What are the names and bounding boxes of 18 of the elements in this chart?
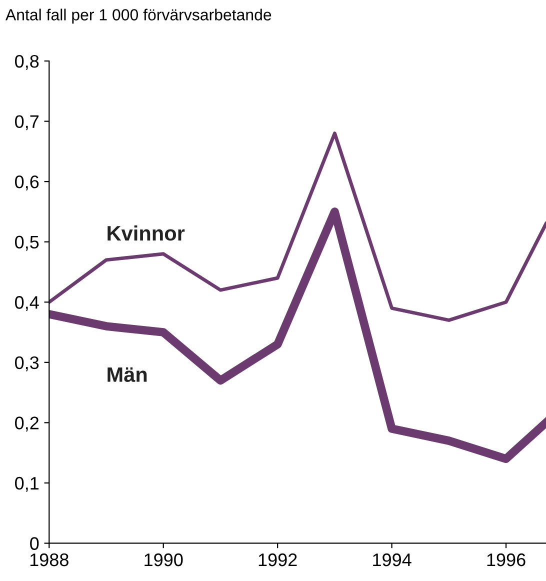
y-tick-label: 0,7 xyxy=(15,115,39,130)
y-tick-label: 0,2 xyxy=(15,416,39,432)
y-tick-label: 0,4 xyxy=(15,296,39,311)
x-tick-label: 1994 xyxy=(373,553,412,566)
y-tick-label: 0,3 xyxy=(15,356,39,372)
y-axis-title: Antal fall per 1 000 förvärvsarbetande xyxy=(5,8,272,24)
y-tick-label: 0,1 xyxy=(15,476,39,492)
series-label: Män xyxy=(108,367,147,382)
y-tick-label: 0,8 xyxy=(15,54,39,70)
y-tick-label: 0,6 xyxy=(15,175,39,190)
x-tick-label: 1990 xyxy=(144,553,183,566)
x-tick-label: 1988 xyxy=(30,553,68,566)
x-tick-label: 1996 xyxy=(487,553,526,566)
line-series xyxy=(49,132,546,322)
y-tick-label: 0 xyxy=(30,537,39,550)
y-tick-label: 0,5 xyxy=(15,236,39,251)
x-tick-label: 1992 xyxy=(258,553,297,566)
series-label: Kvinnor xyxy=(108,225,185,241)
